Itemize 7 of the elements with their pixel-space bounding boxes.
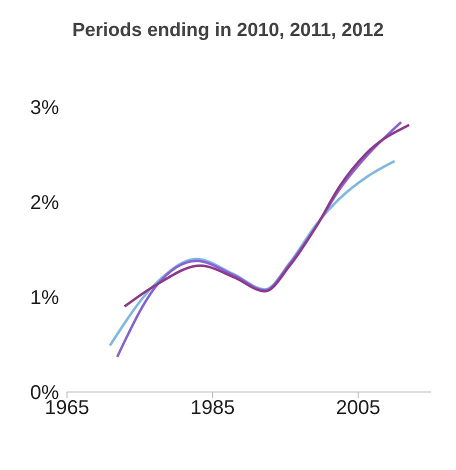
x-tick-label: 1985 xyxy=(190,397,235,420)
y-tick-label: 2% xyxy=(30,192,60,214)
y-tick-label: 3% xyxy=(30,97,60,120)
y-tick-label: 1% xyxy=(30,287,60,310)
chart-title: Periods ending in 2010, 2011, 2012 xyxy=(71,20,385,42)
x-tick-label: 2005 xyxy=(336,397,380,420)
line-series xyxy=(123,124,410,308)
